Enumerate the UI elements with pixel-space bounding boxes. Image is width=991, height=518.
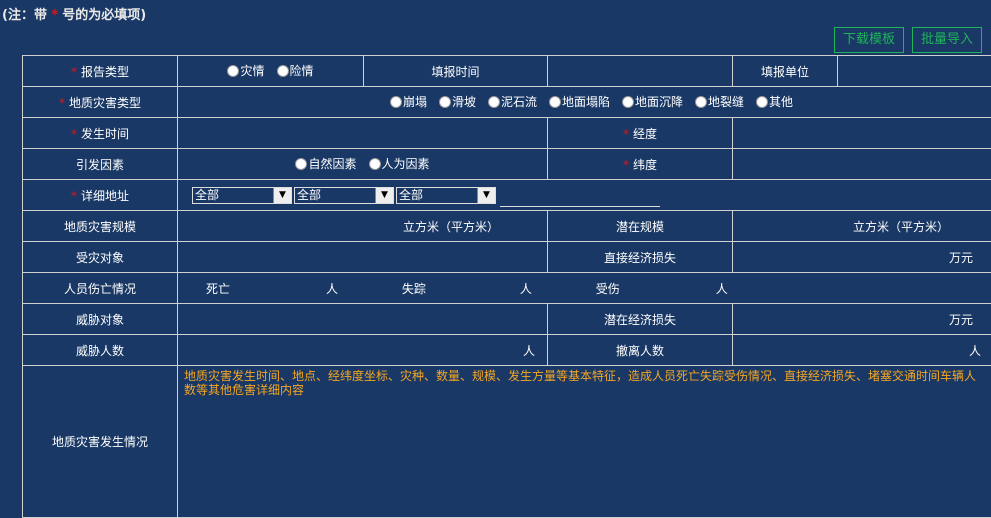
required-note: (注：带 *号的为必填项) [2, 4, 146, 23]
situation-textarea[interactable]: 地质灾害发生时间、地点、经纬度坐标、灾种、数量、规模、发生方量等基本特征，造成人… [178, 366, 991, 518]
scale-field[interactable]: 立方米（平方米） [178, 211, 548, 242]
label-potential-loss: 潜在经济损失 [548, 304, 733, 335]
radio-ground-fissure[interactable]: 地裂缝 [695, 93, 744, 110]
threat-people-field[interactable]: 人 [178, 335, 548, 366]
label-fill-time: 填报时间 [364, 56, 548, 87]
radio-ground-collapse[interactable]: 地面塌陷 [549, 93, 610, 110]
fill-unit-field[interactable] [838, 56, 991, 87]
threat-field[interactable] [178, 304, 548, 335]
injured-input[interactable] [620, 282, 716, 296]
label-latitude: *纬度 [548, 149, 733, 180]
label-longitude: *经度 [548, 118, 733, 149]
label-address: *详细地址 [23, 180, 178, 211]
label-cause: 引发因素 [23, 149, 178, 180]
city-select[interactable]: 全部▼ [294, 187, 394, 204]
batch-import-button[interactable]: 批量导入 [912, 27, 982, 53]
label-fill-unit: 填报单位 [733, 56, 838, 87]
missing-label: 失踪 [402, 280, 426, 297]
dead-unit: 人 [326, 280, 338, 297]
label-direct-loss: 直接经济损失 [548, 242, 733, 273]
label-occur-time: *发生时间 [23, 118, 178, 149]
chevron-down-icon: ▼ [477, 188, 495, 203]
potential-loss-field[interactable]: 万元 [733, 304, 991, 335]
radio-other[interactable]: 其他 [756, 93, 793, 110]
radio-subsidence[interactable]: 地面沉降 [622, 93, 683, 110]
radio-danger[interactable]: 险情 [277, 62, 314, 79]
occur-time-field[interactable] [178, 118, 548, 149]
missing-input[interactable] [426, 282, 520, 296]
label-scale: 地质灾害规模 [23, 211, 178, 242]
label-hazard-type: *地质灾害类型 [23, 87, 178, 118]
radio-human[interactable]: 人为因素 [369, 155, 430, 172]
chevron-down-icon: ▼ [273, 188, 291, 203]
injured-unit: 人 [716, 280, 728, 297]
fill-time-field[interactable] [548, 56, 733, 87]
victims-field[interactable] [178, 242, 548, 273]
longitude-field[interactable] [733, 118, 991, 149]
label-threat: 威胁对象 [23, 304, 178, 335]
evacuated-field[interactable]: 人 [733, 335, 991, 366]
label-report-type: *报告类型 [23, 56, 178, 87]
missing-unit: 人 [520, 280, 532, 297]
radio-landslide[interactable]: 滑坡 [439, 93, 476, 110]
label-casualty: 人员伤亡情况 [23, 273, 178, 304]
label-situation: 地质灾害发生情况 [23, 366, 178, 518]
label-potential-scale: 潜在规模 [548, 211, 733, 242]
latitude-field[interactable] [733, 149, 991, 180]
radio-natural[interactable]: 自然因素 [295, 155, 356, 172]
potential-scale-field[interactable]: 立方米（平方米） [733, 211, 991, 242]
label-victims: 受灾对象 [23, 242, 178, 273]
direct-loss-field[interactable]: 万元 [733, 242, 991, 273]
province-select[interactable]: 全部▼ [192, 187, 292, 204]
chevron-down-icon: ▼ [375, 188, 393, 203]
download-template-button[interactable]: 下载模板 [834, 27, 904, 53]
dead-input[interactable] [230, 282, 326, 296]
radio-disaster[interactable]: 灾情 [227, 62, 264, 79]
address-input[interactable] [500, 190, 660, 207]
radio-debris-flow[interactable]: 泥石流 [488, 93, 537, 110]
label-evacuated: 撤离人数 [548, 335, 733, 366]
radio-collapse[interactable]: 崩塌 [390, 93, 427, 110]
label-threat-people: 威胁人数 [23, 335, 178, 366]
dead-label: 死亡 [206, 280, 230, 297]
county-select[interactable]: 全部▼ [396, 187, 496, 204]
injured-label: 受伤 [596, 280, 620, 297]
report-form: *报告类型 灾情险情 填报时间 填报单位 *地质灾害类型 崩塌滑坡泥石流地面塌陷… [22, 55, 991, 518]
